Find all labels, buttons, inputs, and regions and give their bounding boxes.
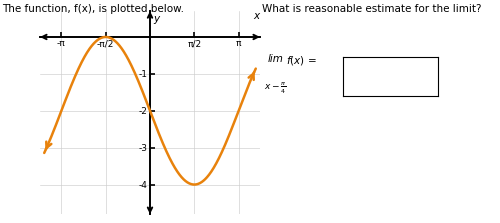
Text: The function, f(x), is plotted below.: The function, f(x), is plotted below.: [2, 4, 184, 14]
Text: What is reasonable estimate for the limit?: What is reasonable estimate for the limi…: [262, 4, 482, 14]
Text: lim: lim: [268, 54, 283, 64]
Text: $x-\frac{\pi}{4}$: $x-\frac{\pi}{4}$: [264, 80, 286, 95]
Text: y: y: [154, 14, 160, 24]
Text: x: x: [254, 11, 260, 21]
Text: $f(x)$ =: $f(x)$ =: [286, 54, 318, 66]
